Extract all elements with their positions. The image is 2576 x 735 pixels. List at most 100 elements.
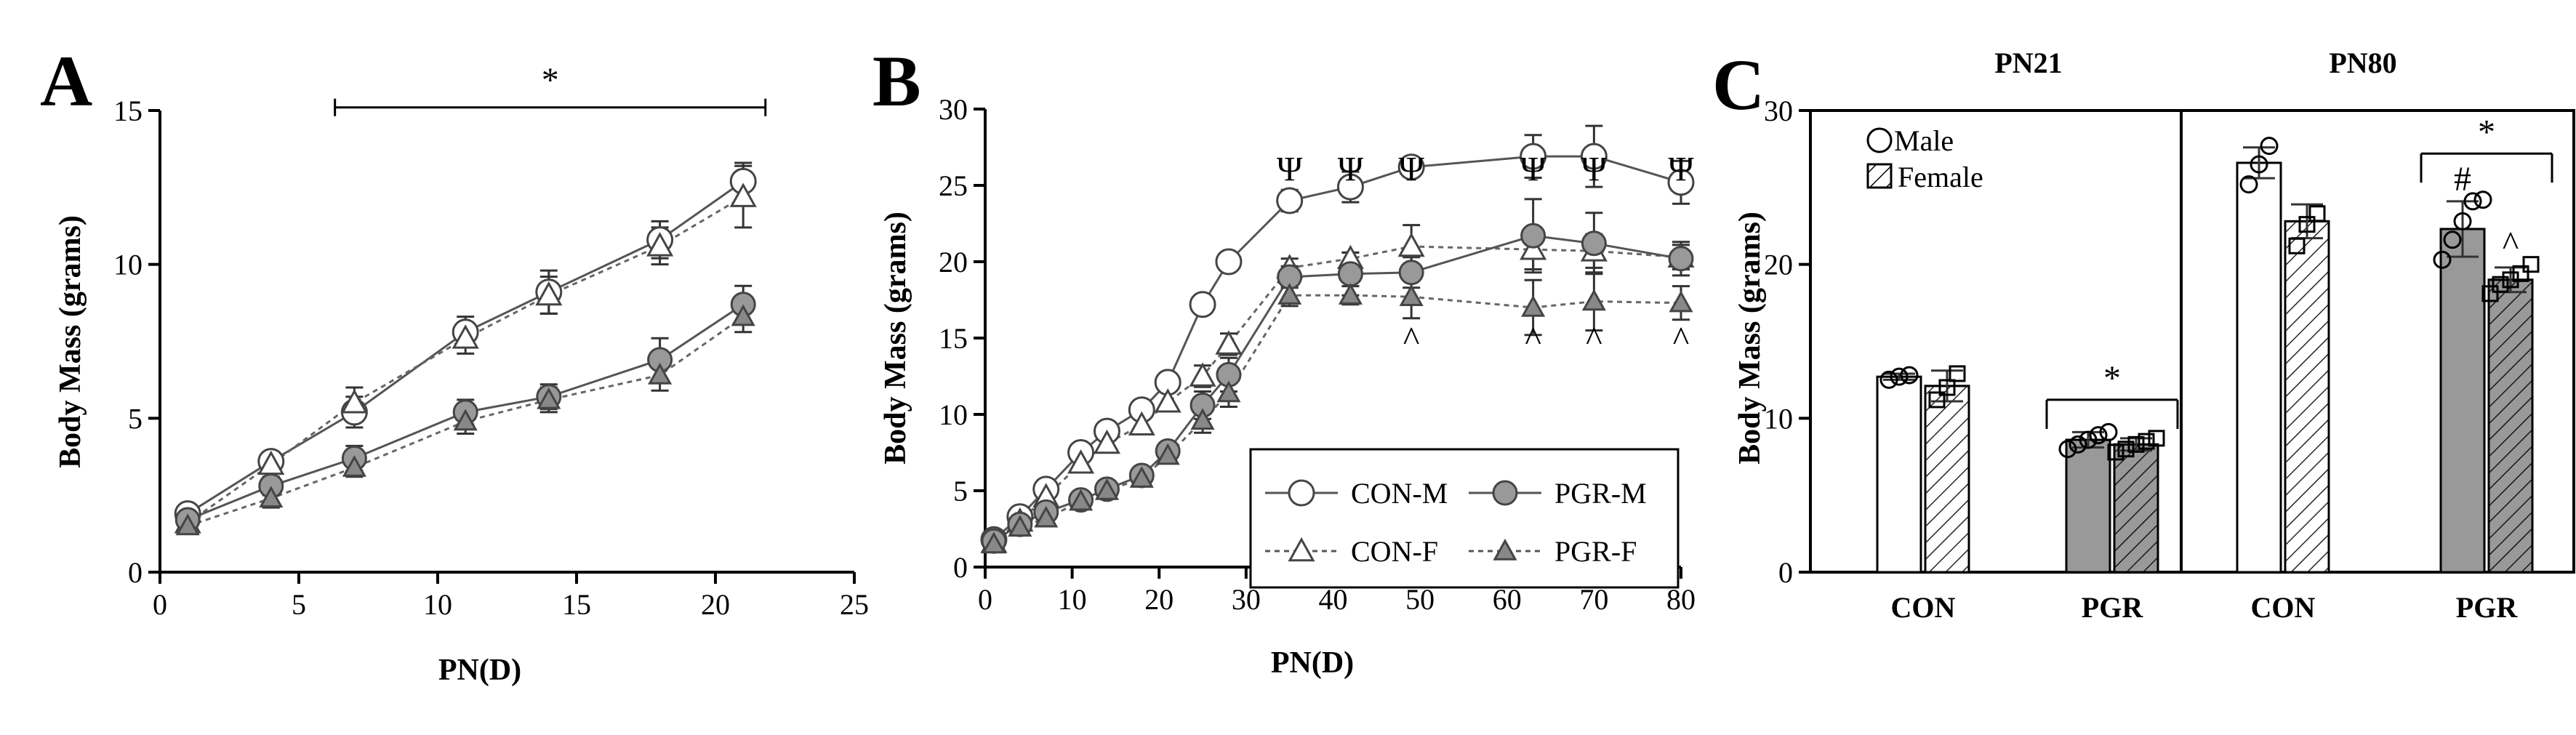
panel-b-series-3-point xyxy=(1190,408,1215,430)
panel-c-bar-hatch-7 xyxy=(2487,278,2534,574)
panel-c-legend-label-male: Male xyxy=(1894,124,1954,157)
panel-a-y-tick-label: 5 xyxy=(128,402,143,435)
panel-c-x-category-label: PGR xyxy=(2456,591,2519,624)
panel-b-x-axis-label: PN(D) xyxy=(1271,646,1354,680)
panel-a-x-tick-label: 25 xyxy=(840,588,869,621)
panel-b-series-2-point xyxy=(1520,222,1546,249)
panel-b-series-1-point xyxy=(1154,388,1181,413)
panel-c-y-tick-label: 0 xyxy=(1778,556,1793,589)
panel-c-y-tick-label: 10 xyxy=(1764,402,1793,435)
panel-b-series-3-point xyxy=(1155,443,1180,465)
panel-a-series-3-point xyxy=(259,486,284,508)
panel-b-significance-mark: Ψ xyxy=(1277,150,1303,189)
panel-c-group-label-pn80: PN80 xyxy=(2329,47,2396,79)
panel-b-series-3-point xyxy=(1094,478,1120,500)
panel-b-series-1-point xyxy=(1067,449,1095,474)
panel-c-bar-hatch-3 xyxy=(2113,443,2159,574)
panel-c-bar-point xyxy=(2443,230,2462,249)
panel-b-series-0-point xyxy=(1397,153,1425,181)
panel-c-bar-point xyxy=(2260,137,2279,156)
panel-a-series-3-point xyxy=(175,513,200,536)
panel-c-x-category-label: CON xyxy=(2251,591,2316,624)
panel-a-x-tick-label: 5 xyxy=(292,588,306,621)
panel-b-series-3-point xyxy=(1338,283,1363,305)
panel-c-bar-hatch-5 xyxy=(2284,220,2330,574)
panel-c-bar-point xyxy=(2250,155,2268,174)
panel-a-series-3-point xyxy=(453,409,478,431)
panel-b-significance-mark: ^ xyxy=(1403,320,1420,358)
panel-b-series-3-point xyxy=(1399,284,1424,306)
panel-b-significance-mark: Ψ xyxy=(1338,150,1364,189)
panel-b-series-3-point xyxy=(1669,290,1693,313)
panel-b-series-3-point xyxy=(1008,515,1032,537)
panel-b-series-2-point xyxy=(1581,230,1607,257)
panel-c-bar-point xyxy=(1879,370,1898,389)
panel-c-bar-point xyxy=(2481,285,2499,302)
panel-c-bar-point xyxy=(2138,433,2155,450)
panel-b-legend-box xyxy=(1249,448,1680,589)
panel-b-significance-mark: ^ xyxy=(1673,320,1690,358)
panel-c-bar-chart: C Body Mass (grams) PN21 PN80 0 10 20 30 CON… xyxy=(1712,44,2575,624)
panel-b-series-0-point xyxy=(1276,187,1304,214)
panel-c-y-axis-label: Body Mass (grams) xyxy=(1733,212,1767,465)
panel-a-y-tick-label: 0 xyxy=(128,556,143,589)
panel-b-series-3-point xyxy=(1521,294,1546,317)
panel-b-series-3-point xyxy=(982,531,1006,554)
panel-b-significance-mark: Ψ xyxy=(1398,150,1424,189)
panel-c-x-category-label: CON xyxy=(1891,591,1956,624)
panel-c-bar-point xyxy=(2308,205,2326,222)
panel-c-legend-swatch-male xyxy=(1866,127,1893,153)
panel-b-x-tick-label: 10 xyxy=(1058,583,1087,616)
panel-b-significance-mark: ^ xyxy=(1586,320,1602,358)
panel-b-series-3-point xyxy=(1581,289,1606,311)
panel-a-x-tick-label: 20 xyxy=(701,588,730,621)
panel-a-x-axis-label: PN(D) xyxy=(438,654,521,687)
panel-b-series-1-point xyxy=(1215,330,1243,355)
panel-b-series-0-point xyxy=(1215,248,1243,276)
panel-a-series-3-point xyxy=(648,362,673,385)
panel-a-x-tick-label: 10 xyxy=(423,588,452,621)
panel-c-bar-point xyxy=(2453,212,2472,230)
panel-c-bar-point xyxy=(1928,391,1946,409)
panel-c-bar-point xyxy=(2512,265,2529,282)
panel-b-series-0-point xyxy=(1336,173,1364,201)
panel-c-bar-point xyxy=(2288,237,2306,254)
panel-b-y-tick-label: 20 xyxy=(939,246,968,278)
panel-a-series-3-point xyxy=(342,454,366,477)
panel-c-bar-0 xyxy=(1876,375,1922,574)
panel-b-series-0-point xyxy=(1667,169,1695,196)
panel-c-x-category-label: PGR xyxy=(2082,591,2144,624)
panel-a-line-chart: A Body Mass (grams) PN(D) 0 5 10 15 0 5 10 15 20… xyxy=(40,41,869,687)
panel-c-significance-mark: ^ xyxy=(2503,225,2519,263)
panel-c-bar-point xyxy=(1949,365,1966,382)
panel-b-legend-label-2: PGR-M xyxy=(1554,477,1647,510)
panel-c-bar-point xyxy=(2148,430,2165,447)
panel-b-x-tick-label: 20 xyxy=(1144,583,1173,616)
panel-a-series-1-point xyxy=(729,182,757,207)
panel-c-bar-point xyxy=(2502,271,2519,289)
panel-b-series-1-point xyxy=(1093,429,1121,454)
panel-c-legend-swatch-female xyxy=(1866,163,1893,189)
panel-b-legend-label-0: CON-M xyxy=(1351,477,1448,510)
panel-c-bar-point xyxy=(2107,443,2124,461)
panel-c-legend-label-female: Female xyxy=(1898,161,1983,193)
panel-c-bar-point xyxy=(2463,192,2482,211)
panel-a-series-1-point xyxy=(646,232,674,257)
panel-c-bar-point xyxy=(2522,256,2540,273)
panel-c-significance-mark: # xyxy=(2454,160,2471,198)
panel-a-series-3-point xyxy=(731,304,755,326)
panel-a-y-axis-label: Body Mass (grams) xyxy=(54,215,87,468)
panel-c-bar-point xyxy=(2239,175,2258,194)
panel-a-label: A xyxy=(40,41,92,121)
panel-c-y-tick-label: 30 xyxy=(1764,95,1793,127)
panel-c-bar-point xyxy=(1890,367,1909,386)
panel-c-bar-point xyxy=(2069,435,2087,454)
panel-b-significance-mark: Ψ xyxy=(1520,150,1546,189)
panel-c-bar-point xyxy=(2473,190,2492,209)
panel-b-y-tick-label: 30 xyxy=(939,93,968,126)
panel-b-series-3-point xyxy=(1277,283,1302,305)
panel-c-significance-star: * xyxy=(2478,113,2495,151)
panel-b-line-chart: B Body Mass (grams) PN(D) 0 5 10 15 20 25 30 0 1… xyxy=(872,41,1696,680)
panel-a-series-3-point xyxy=(537,387,561,409)
panel-c-bar-point xyxy=(2127,435,2145,453)
